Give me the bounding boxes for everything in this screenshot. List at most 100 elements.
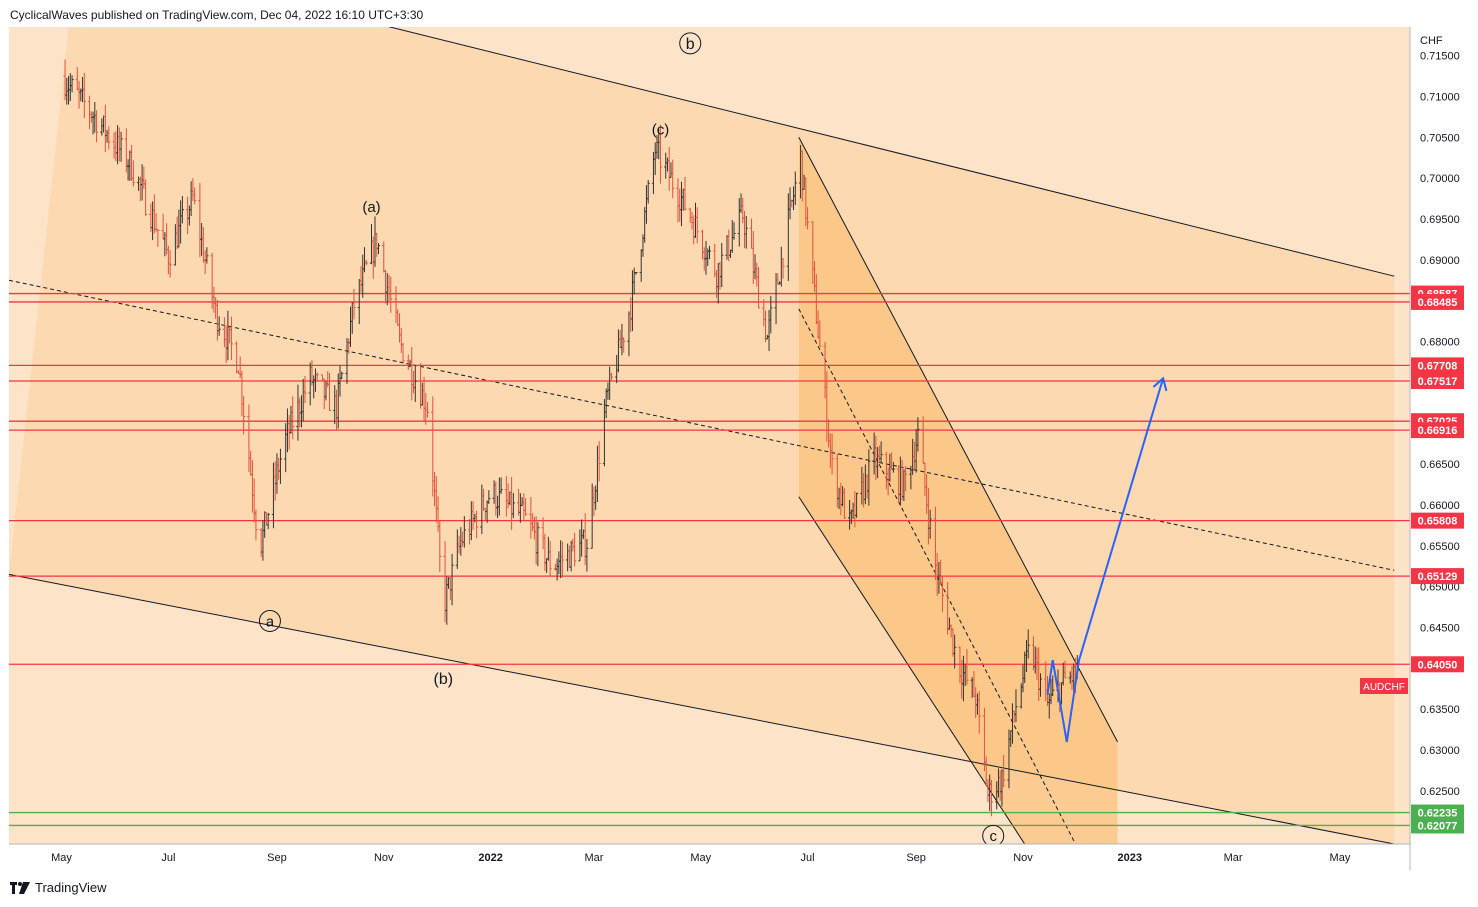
x-tick-label: Mar [584, 852, 603, 864]
price-level-tag-box [1411, 357, 1464, 374]
y-tick-label: 0.63000 [1420, 745, 1460, 757]
price-level-tag: 0.67517 [1411, 373, 1464, 390]
wave-label-2: (c) [652, 122, 670, 139]
ohlc-bar [205, 247, 209, 264]
currency-label: CHF [1420, 35, 1443, 47]
ohlc-bar [548, 540, 552, 577]
ohlc-bar [131, 160, 135, 187]
ohlc-bar [1026, 629, 1030, 659]
ohlc-bar [634, 272, 638, 275]
ohlc-bar [904, 466, 908, 492]
price-level-tag: 0.65129 [1411, 568, 1464, 585]
ohlc-bar [916, 417, 920, 452]
tradingview-brand: TradingView [35, 880, 107, 895]
ohlc-bar [1051, 675, 1055, 696]
price-level-tag-text: 0.62235 [1418, 808, 1458, 820]
x-tick-label: May [1330, 852, 1351, 864]
ohlc-bar [1014, 689, 1018, 723]
price-level-tag-text: 0.65129 [1418, 571, 1458, 583]
ohlc-bar [818, 320, 822, 347]
publisher-line: CyclicalWaves published on TradingView.c… [10, 8, 424, 22]
x-tick-label: 2023 [1118, 852, 1142, 864]
svg-text:AUDCHF: AUDCHF [1363, 682, 1405, 693]
x-tick-label: May [51, 852, 72, 864]
outer-channel-midline [9, 279, 1395, 571]
ohlc-bar [977, 691, 981, 734]
inner-channel-fill [798, 137, 1118, 844]
ohlc-bar [573, 532, 577, 567]
price-level-tag: 0.62077 [1411, 817, 1464, 834]
ohlc-bar [487, 490, 491, 504]
ohlc-bar [867, 449, 871, 506]
wave-label-text: (b) [434, 671, 454, 688]
ohlc-bar [291, 396, 295, 440]
ohlc-bar [756, 266, 761, 309]
ohlc-bar [830, 433, 834, 475]
ohlc-bar [401, 343, 405, 363]
ohlc-bar [940, 575, 945, 613]
wave-label-circle [679, 32, 702, 55]
x-tick-label: Sep [267, 852, 287, 864]
ohlc-bar [450, 553, 454, 606]
ohlc-bar [646, 179, 650, 204]
ohlc-bar [82, 72, 86, 119]
price-level-tag-text: 0.64050 [1418, 659, 1458, 671]
ohlc-bar [953, 634, 957, 669]
price-level-tag: 0.68485 [1411, 293, 1464, 310]
tradingview-footer[interactable]: TradingView [10, 880, 107, 895]
price-level-tag-box [1411, 422, 1464, 439]
ohlc-bar [462, 516, 466, 548]
ohlc-bar [389, 276, 393, 313]
price-level-tag-box [1411, 512, 1464, 529]
ohlc-bar [70, 75, 74, 93]
ohlc-bar [683, 176, 687, 211]
ohlc-bar [805, 207, 810, 230]
ohlc-bar [891, 461, 895, 473]
symbol-price-tag: AUDCHF [1360, 678, 1408, 694]
ohlc-bar [254, 509, 258, 541]
ohlc-bar [707, 245, 712, 260]
ohlc-bar [732, 222, 736, 240]
ohlc-bar [499, 477, 503, 494]
price-level-tag-text: 0.67708 [1418, 360, 1458, 372]
ohlc-bar [855, 492, 859, 518]
y-tick-label: 0.64500 [1420, 622, 1460, 634]
y-tick-label: 0.70000 [1420, 173, 1460, 185]
x-axis[interactable]: May Jul Sep Nov 2022 Mar May Jul Sep Nov 2023 Mar Ma… [51, 852, 1351, 864]
y-axis[interactable]: 0.71500 0.71000 0.70500 0.70000 0.69500 0.690… [1420, 51, 1460, 798]
projection-path [1046, 378, 1165, 743]
wave-label-text: (c) [652, 122, 670, 139]
ohlc-bar [585, 538, 589, 572]
wave-label-circle [258, 609, 281, 632]
ohlc-bar [1063, 660, 1067, 679]
wave-label-3: (a) [362, 199, 380, 216]
price-level-tag-box [1411, 656, 1464, 673]
x-tick-label: Nov [374, 852, 394, 864]
x-tick-label: May [690, 852, 711, 864]
ohlc-bar [94, 110, 99, 143]
price-level-tag: 0.64050 [1411, 656, 1464, 673]
ohlc-bar [229, 316, 234, 361]
ohlc-bar [597, 441, 601, 482]
price-level-tags: 0.685870.684850.677080.675170.670250.669… [1411, 285, 1464, 834]
y-tick-label: 0.71500 [1420, 51, 1460, 63]
ohlc-bar [622, 337, 626, 353]
ohlc-bar [965, 649, 969, 685]
wave-label-6: c [982, 824, 1005, 844]
projection-arrowhead [1152, 376, 1168, 392]
price-level-tag-text: 0.62077 [1418, 820, 1458, 832]
x-tick-label: 2022 [478, 852, 502, 864]
price-level-tag-box [1411, 373, 1464, 390]
y-tick-label: 0.65000 [1420, 582, 1460, 594]
ohlc-bar [879, 441, 883, 463]
ohlc-bar [119, 131, 123, 162]
ohlc-bar [278, 448, 283, 484]
ohlc-bar [364, 259, 368, 266]
outer-channel-top-line [387, 27, 1395, 277]
ohlc-bar [1038, 673, 1043, 697]
y-tick-label: 0.62500 [1420, 786, 1460, 798]
ohlc-bar [658, 124, 663, 184]
y-tick-label: 0.65500 [1420, 541, 1460, 553]
y-tick-label: 0.69000 [1420, 255, 1460, 267]
